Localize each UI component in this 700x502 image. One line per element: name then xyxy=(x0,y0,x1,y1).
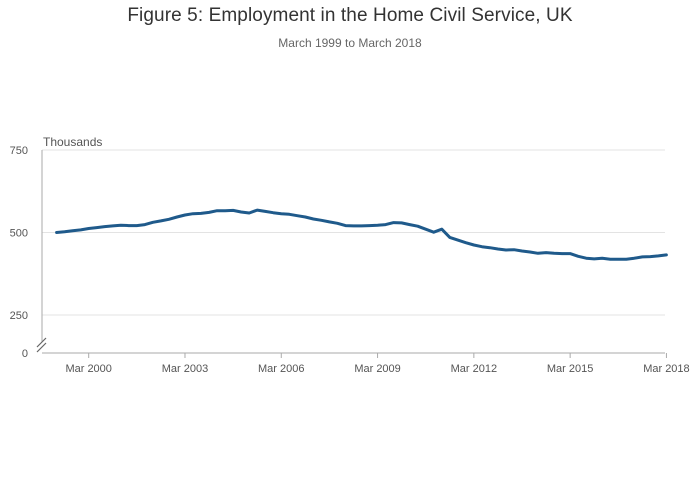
x-tick-label: Mar 2012 xyxy=(451,363,497,375)
series-line xyxy=(55,208,668,261)
series-points xyxy=(57,210,667,259)
y-axis-unit-label: Thousands xyxy=(43,135,102,149)
x-ticks: Mar 2000 Mar 2003 Mar 2006 Mar 2009 Mar 2012… xyxy=(65,353,690,375)
chart-subtitle: March 1999 to March 2018 xyxy=(278,36,422,50)
x-tick-label: Mar 2015 xyxy=(547,363,593,375)
axis-break-stroke xyxy=(36,337,47,348)
y-tick-labels: 0 250 500 750 xyxy=(10,145,28,360)
y-tick-label: 500 xyxy=(10,228,28,240)
y-axis-break-marker xyxy=(36,337,47,353)
y-tick-label: 0 xyxy=(22,348,28,360)
gridlines xyxy=(42,149,665,316)
y-tick-label: 750 xyxy=(10,145,28,157)
axis-break-stroke xyxy=(36,342,47,353)
y-tick-label: 250 xyxy=(10,310,28,322)
x-tick-label: Mar 2009 xyxy=(354,363,400,375)
axes xyxy=(36,150,665,354)
chart-title: Figure 5: Employment in the Home Civil S… xyxy=(127,5,573,26)
x-tick-label: Mar 2003 xyxy=(162,363,208,375)
x-tick-label: Mar 2006 xyxy=(258,363,304,375)
x-tick-label: Mar 2000 xyxy=(65,363,111,375)
x-tick-label: Mar 2018 xyxy=(643,363,689,375)
